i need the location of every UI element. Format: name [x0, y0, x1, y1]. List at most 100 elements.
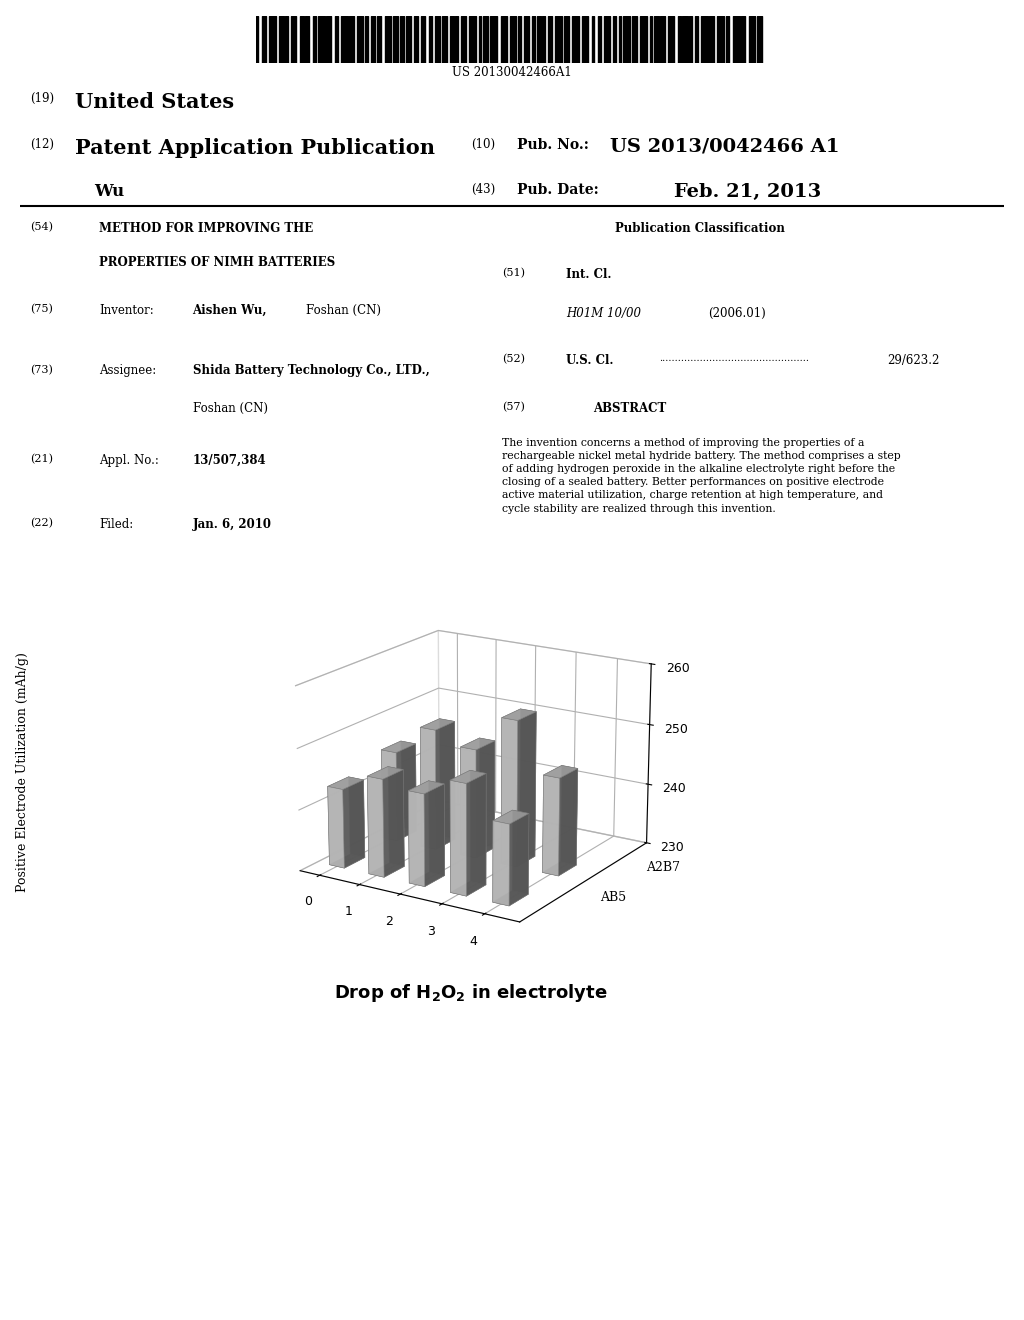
- Text: United States: United States: [75, 91, 233, 112]
- Text: (51): (51): [502, 268, 525, 279]
- Bar: [469, 16, 476, 63]
- Bar: [650, 16, 652, 63]
- Bar: [701, 16, 708, 63]
- Text: Publication Classification: Publication Classification: [615, 222, 785, 235]
- Bar: [659, 16, 665, 63]
- Text: (54): (54): [31, 222, 53, 232]
- Text: Patent Application Publication: Patent Application Publication: [75, 137, 434, 158]
- Bar: [592, 16, 594, 63]
- Text: Positive Electrode Utilization (mAh/g): Positive Electrode Utilization (mAh/g): [16, 652, 29, 892]
- Text: Aishen Wu,: Aishen Wu,: [193, 304, 267, 317]
- Text: (10): (10): [471, 137, 495, 150]
- Bar: [414, 16, 418, 63]
- Bar: [285, 16, 289, 63]
- Bar: [548, 16, 552, 63]
- Text: 13/507,384: 13/507,384: [193, 454, 266, 466]
- Bar: [726, 16, 729, 63]
- Bar: [678, 16, 681, 63]
- Bar: [689, 16, 692, 63]
- Bar: [435, 16, 439, 63]
- Bar: [603, 16, 609, 63]
- Bar: [335, 16, 338, 63]
- Text: (21): (21): [31, 454, 53, 463]
- Text: Pub. No.:: Pub. No.:: [517, 137, 589, 152]
- Bar: [399, 16, 403, 63]
- Bar: [532, 16, 535, 63]
- Text: Foshan (CN): Foshan (CN): [193, 401, 267, 414]
- Bar: [349, 16, 354, 63]
- Text: Pub. Date:: Pub. Date:: [517, 182, 599, 197]
- Bar: [733, 16, 739, 63]
- Bar: [510, 16, 516, 63]
- Text: US 2013/0042466 A1: US 2013/0042466 A1: [610, 137, 840, 156]
- Bar: [749, 16, 755, 63]
- Bar: [682, 16, 688, 63]
- Bar: [300, 16, 304, 63]
- Bar: [305, 16, 309, 63]
- Text: (43): (43): [471, 182, 495, 195]
- Text: H01M 10/00: H01M 10/00: [566, 308, 641, 321]
- Text: Feb. 21, 2013: Feb. 21, 2013: [674, 182, 821, 201]
- Text: Wu: Wu: [94, 182, 125, 199]
- Bar: [543, 16, 546, 63]
- Bar: [450, 16, 454, 63]
- Bar: [479, 16, 481, 63]
- Bar: [564, 16, 568, 63]
- Bar: [695, 16, 698, 63]
- Bar: [393, 16, 397, 63]
- Text: (12): (12): [31, 137, 54, 150]
- Bar: [741, 16, 745, 63]
- Text: Filed:: Filed:: [99, 517, 133, 531]
- Text: Inventor:: Inventor:: [99, 304, 154, 317]
- Text: Assignee:: Assignee:: [99, 364, 157, 378]
- Bar: [654, 16, 658, 63]
- Bar: [632, 16, 637, 63]
- Bar: [489, 16, 497, 63]
- Text: Appl. No.:: Appl. No.:: [99, 454, 159, 466]
- Bar: [326, 16, 331, 63]
- Text: (22): (22): [31, 517, 53, 528]
- Text: PROPERTIES OF NIMH BATTERIES: PROPERTIES OF NIMH BATTERIES: [99, 256, 336, 269]
- Bar: [366, 16, 369, 63]
- Text: (19): (19): [31, 91, 54, 104]
- Bar: [318, 16, 325, 63]
- Text: (75): (75): [31, 304, 53, 314]
- Text: Shida Battery Technology Co., LTD.,: Shida Battery Technology Co., LTD.,: [193, 364, 429, 378]
- Bar: [717, 16, 724, 63]
- Bar: [555, 16, 561, 63]
- Text: U.S. Cl.: U.S. Cl.: [566, 354, 613, 367]
- Bar: [572, 16, 579, 63]
- Text: (57): (57): [502, 401, 525, 412]
- Bar: [256, 16, 258, 63]
- Bar: [613, 16, 615, 63]
- Bar: [456, 16, 458, 63]
- Text: ................................................: ........................................…: [659, 354, 809, 363]
- Bar: [517, 16, 521, 63]
- Bar: [280, 16, 284, 63]
- Bar: [668, 16, 674, 63]
- Text: US 20130042466A1: US 20130042466A1: [453, 66, 571, 79]
- Text: ABSTRACT: ABSTRACT: [593, 401, 667, 414]
- Bar: [640, 16, 646, 63]
- Bar: [357, 16, 362, 63]
- Bar: [407, 16, 412, 63]
- Text: The invention concerns a method of improving the properties of a
rechargeable ni: The invention concerns a method of impro…: [502, 437, 901, 513]
- Bar: [421, 16, 425, 63]
- Bar: [618, 16, 622, 63]
- Bar: [483, 16, 488, 63]
- Bar: [709, 16, 714, 63]
- Bar: [442, 16, 447, 63]
- Bar: [371, 16, 375, 63]
- Bar: [523, 16, 529, 63]
- Bar: [341, 16, 348, 63]
- Bar: [598, 16, 601, 63]
- Bar: [377, 16, 381, 63]
- Text: (52): (52): [502, 354, 525, 364]
- Text: Drop of $\mathregular{H_2O_2}$ in electrolyte: Drop of $\mathregular{H_2O_2}$ in electr…: [334, 982, 608, 1003]
- Bar: [429, 16, 432, 63]
- Text: Foshan (CN): Foshan (CN): [305, 304, 381, 317]
- Bar: [624, 16, 630, 63]
- Bar: [537, 16, 541, 63]
- Bar: [312, 16, 315, 63]
- Bar: [269, 16, 276, 63]
